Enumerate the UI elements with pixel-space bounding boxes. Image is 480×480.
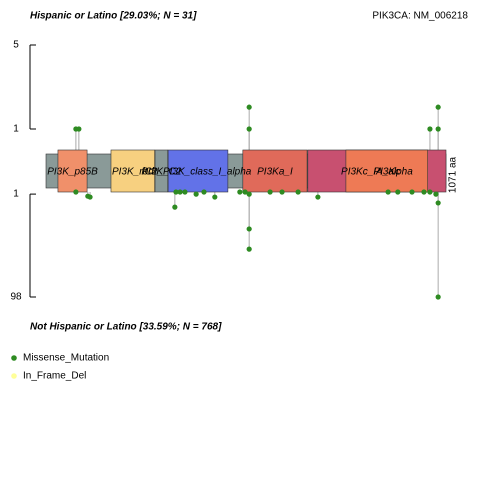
y-tick-label: 1 [13, 124, 19, 135]
gene-label: PIK3CA: NM_006218 [372, 11, 468, 22]
domain-label: PI3Ka_I [257, 167, 293, 178]
mutation-point [433, 191, 439, 197]
legend-label: Missense_Mutation [23, 353, 109, 364]
mutation-point [212, 194, 218, 200]
chart-title: Hispanic or Latino [29.03%; N = 31] [30, 11, 197, 22]
domain [167, 149, 229, 193]
domain-label: PI3K_p85B [47, 167, 98, 178]
domain-label: PI3Kc [373, 167, 400, 178]
mutation-point [172, 204, 178, 210]
mutation-point [435, 104, 441, 110]
mutation-point [246, 191, 252, 197]
mutation-point [427, 189, 433, 195]
mutation-point [246, 226, 252, 232]
legend-marker [11, 373, 17, 379]
subtitle: Not Hispanic or Latino [33.59%; N = 768] [30, 322, 222, 333]
mutation-point [242, 189, 248, 195]
mutation-point [435, 294, 441, 300]
domain-label: PI3K_C2 [141, 167, 181, 178]
mutation-point [87, 194, 93, 200]
mutation-point [435, 126, 441, 132]
mutation-point [295, 189, 301, 195]
mutation-point [267, 189, 273, 195]
domain-label: PI3Kc_IA_alpha [341, 167, 413, 178]
mutation-point [177, 189, 183, 195]
mutation-point [246, 104, 252, 110]
y-tick-label: 98 [10, 292, 22, 303]
mutation-point [201, 189, 207, 195]
domain [345, 149, 428, 193]
domain-label: PI3K_rbd [112, 167, 154, 178]
mutation-point [427, 126, 433, 132]
mutation-point [279, 189, 285, 195]
mutation-point [173, 189, 179, 195]
domain [57, 149, 88, 193]
domain-label: C2_PI3K_class_I_alpha [145, 167, 252, 178]
mutation-point [237, 189, 243, 195]
mutation-point [315, 194, 321, 200]
mutation-point [246, 126, 252, 132]
domain [110, 149, 155, 193]
legend-marker [11, 355, 17, 361]
mutation-point [193, 191, 199, 197]
domain [154, 149, 169, 193]
mutation-point [409, 189, 415, 195]
mutation-point [76, 126, 82, 132]
domain [242, 149, 308, 193]
y-tick-label: 1 [13, 189, 19, 200]
legend-label: In_Frame_Del [23, 371, 86, 382]
mutation-point [395, 189, 401, 195]
mutation-point [73, 189, 79, 195]
protein-length: 1071 aa [448, 156, 459, 193]
mutation-point [435, 200, 441, 206]
mutation-point [385, 189, 391, 195]
mutation-point [246, 246, 252, 252]
mutation-point [182, 189, 188, 195]
y-tick-label: 5 [13, 40, 19, 51]
mutation-point [421, 189, 427, 195]
